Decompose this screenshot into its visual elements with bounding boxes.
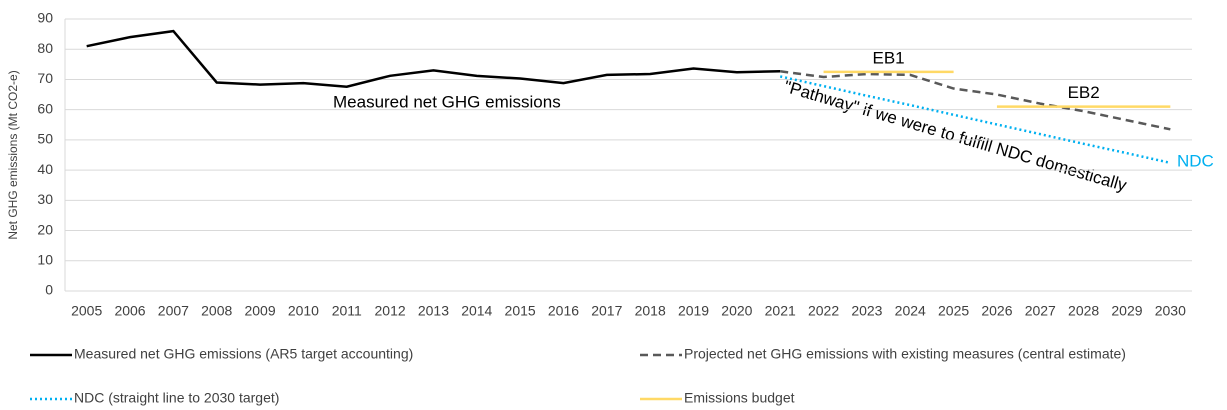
x-tick-label: 2012 [375,303,406,319]
x-tick-label: 2030 [1155,303,1186,319]
x-tick-label: 2027 [1025,303,1056,319]
x-tick-label: 2029 [1111,303,1142,319]
budget-label: EB1 [873,48,905,67]
x-tick-label: 2021 [765,303,796,319]
x-tick-label: 2014 [461,303,492,319]
y-axis-label: Net GHG emissions (Mt CO2-e) [6,70,20,239]
legend-label: Measured net GHG emissions (AR5 target a… [74,346,413,362]
y-tick-label: 10 [37,251,53,267]
x-tick-label: 2015 [505,303,536,319]
annotation: Measured net GHG emissions [333,92,561,111]
legend-label: Emissions budget [684,390,795,406]
series-line [780,70,1171,131]
x-tick-label: 2026 [981,303,1012,319]
annotation: NDC [1177,151,1214,170]
series-line [86,29,781,88]
x-tick-label: 2008 [201,303,232,319]
x-tick-label: 2016 [548,303,579,319]
y-tick-label: 40 [37,161,53,177]
y-tick-label: 60 [37,100,53,116]
x-tick-label: 2007 [158,303,189,319]
y-tick-label: 80 [37,40,53,56]
y-tick-label: 0 [45,282,53,298]
y-tick-label: 90 [37,10,53,26]
x-tick-label: 2006 [114,303,145,319]
x-tick-label: 2017 [591,303,622,319]
budget-label: EB2 [1068,83,1100,102]
x-tick-label: 2005 [71,303,102,319]
y-tick-label: 30 [37,191,53,207]
y-tick-label: 50 [37,131,53,147]
x-tick-label: 2013 [418,303,449,319]
x-tick-label: 2020 [721,303,752,319]
x-tick-label: 2022 [808,303,839,319]
x-tick-label: 2025 [938,303,969,319]
x-tick-label: 2024 [895,303,926,319]
x-tick-label: 2023 [851,303,882,319]
x-tick-label: 2010 [288,303,319,319]
x-tick-label: 2019 [678,303,709,319]
x-tick-label: 2018 [635,303,666,319]
legend-label: NDC (straight line to 2030 target) [74,390,279,406]
x-tick-label: 2011 [332,303,362,319]
x-tick-label: 2028 [1068,303,1099,319]
x-tick-label: 2009 [244,303,275,319]
series-line [779,75,1171,165]
y-tick-label: 70 [37,70,53,86]
y-tick-label: 20 [37,221,53,237]
legend-label: Projected net GHG emissions with existin… [684,346,1126,362]
